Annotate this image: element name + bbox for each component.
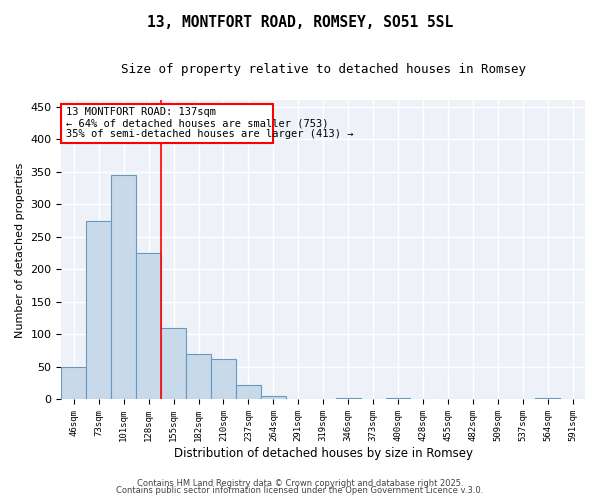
Bar: [161, 328, 186, 400]
Bar: [261, 396, 286, 400]
Bar: [136, 253, 161, 400]
Bar: [61, 104, 274, 142]
Bar: [86, 220, 111, 400]
X-axis label: Distribution of detached houses by size in Romsey: Distribution of detached houses by size …: [174, 447, 473, 460]
Bar: [535, 398, 560, 400]
Bar: [236, 385, 261, 400]
Text: 13, MONTFORT ROAD, ROMSEY, SO51 5SL: 13, MONTFORT ROAD, ROMSEY, SO51 5SL: [147, 15, 453, 30]
Text: Contains public sector information licensed under the Open Government Licence v.: Contains public sector information licen…: [116, 486, 484, 495]
Bar: [335, 398, 361, 400]
Bar: [386, 398, 410, 400]
Bar: [61, 367, 86, 400]
Text: ← 64% of detached houses are smaller (753): ← 64% of detached houses are smaller (75…: [67, 118, 329, 128]
Title: Size of property relative to detached houses in Romsey: Size of property relative to detached ho…: [121, 62, 526, 76]
Bar: [186, 354, 211, 400]
Bar: [111, 175, 136, 400]
Text: 35% of semi-detached houses are larger (413) →: 35% of semi-detached houses are larger (…: [67, 129, 354, 139]
Bar: [211, 359, 236, 400]
Text: Contains HM Land Registry data © Crown copyright and database right 2025.: Contains HM Land Registry data © Crown c…: [137, 478, 463, 488]
Y-axis label: Number of detached properties: Number of detached properties: [15, 162, 25, 338]
Text: 13 MONTFORT ROAD: 137sqm: 13 MONTFORT ROAD: 137sqm: [67, 107, 217, 117]
